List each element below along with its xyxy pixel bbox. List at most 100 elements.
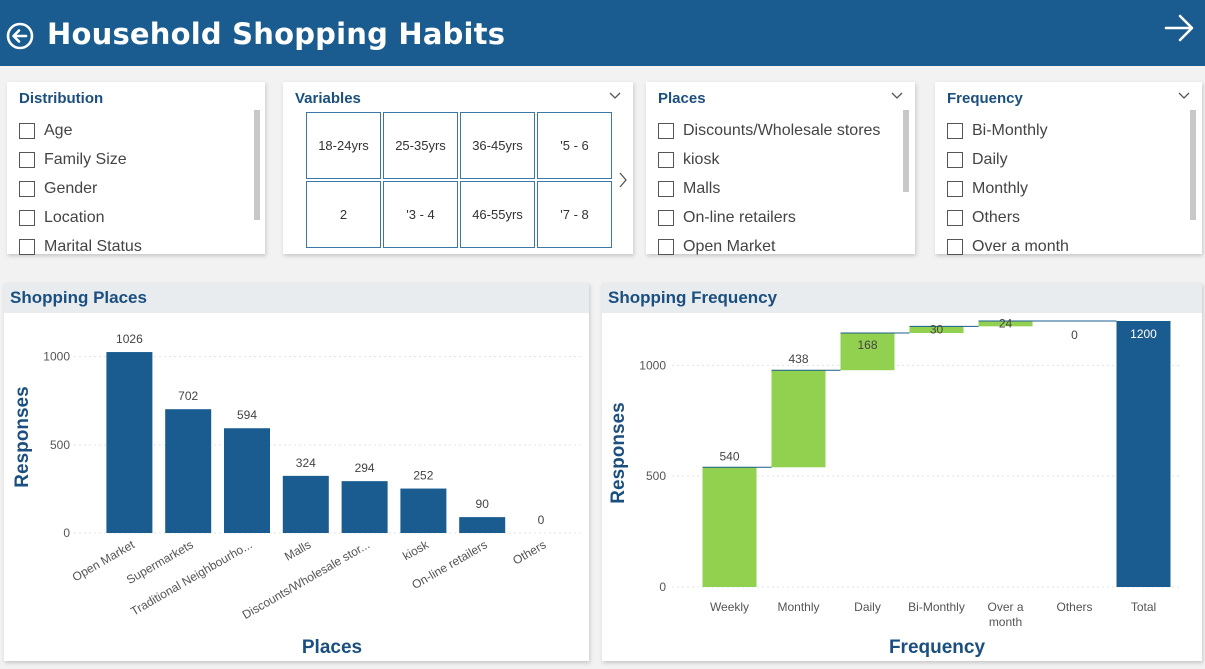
item-label: Bi-Monthly bbox=[972, 121, 1048, 139]
variable-tile[interactable]: 18-24yrs bbox=[306, 112, 381, 179]
checkbox[interactable] bbox=[947, 151, 963, 168]
places-slicer-title: Places bbox=[658, 90, 706, 107]
places-item[interactable]: Discounts/Wholesale stores bbox=[658, 116, 880, 145]
bar bbox=[400, 488, 447, 533]
data-label: 540 bbox=[719, 449, 739, 463]
x-tick-label: Over a bbox=[987, 600, 1023, 614]
x-tick-label: Malls bbox=[282, 537, 313, 563]
variable-tile[interactable]: '7 - 8 bbox=[537, 181, 612, 248]
x-tick-label: Weekly bbox=[710, 600, 749, 614]
data-label: 252 bbox=[413, 469, 433, 483]
item-label: Gender bbox=[44, 179, 98, 197]
waterfall-bar bbox=[702, 467, 757, 587]
variables-slicer-title: Variables bbox=[295, 90, 361, 107]
chevron-down-icon[interactable] bbox=[891, 92, 903, 100]
y-tick-label: 500 bbox=[50, 438, 70, 452]
distribution-item[interactable]: Age bbox=[19, 116, 142, 145]
data-label: 90 bbox=[476, 497, 490, 511]
frequency-item[interactable]: Daily bbox=[947, 145, 1069, 174]
places-item[interactable]: Malls bbox=[658, 174, 880, 203]
checkbox[interactable] bbox=[658, 238, 674, 255]
frequency-slicer: Frequency Bi-Monthly Daily Monthly Other… bbox=[935, 82, 1202, 255]
y-axis-title: Responses bbox=[12, 386, 33, 487]
checkbox[interactable] bbox=[19, 180, 35, 197]
distribution-item[interactable]: Family Size bbox=[19, 145, 142, 174]
variable-tile[interactable]: 36-45yrs bbox=[460, 112, 535, 179]
checkbox[interactable] bbox=[19, 238, 35, 255]
variables-slicer: Variables 18-24yrs 25-35yrs 36-45yrs '5 … bbox=[283, 82, 633, 254]
checkbox[interactable] bbox=[658, 209, 674, 226]
frequency-item[interactable]: Over a month bbox=[947, 232, 1069, 261]
x-tick-label: Bi-Monthly bbox=[908, 600, 965, 614]
bar bbox=[459, 517, 506, 533]
waterfall-bar bbox=[771, 370, 826, 468]
waterfall-bar bbox=[1116, 321, 1171, 587]
places-item[interactable]: On-line retailers bbox=[658, 203, 880, 232]
item-label: Over a month bbox=[972, 237, 1069, 255]
frequency-item[interactable]: Bi-Monthly bbox=[947, 116, 1069, 145]
checkbox[interactable] bbox=[658, 122, 674, 139]
checkbox[interactable] bbox=[658, 180, 674, 197]
chevron-right-icon[interactable] bbox=[618, 172, 628, 188]
checkbox[interactable] bbox=[19, 122, 35, 139]
data-label: 594 bbox=[237, 408, 257, 422]
scrollbar[interactable] bbox=[254, 110, 260, 220]
distribution-item[interactable]: Gender bbox=[19, 174, 142, 203]
scrollbar[interactable] bbox=[1190, 110, 1196, 220]
x-tick-label: Total bbox=[1131, 600, 1156, 614]
arrow-right-icon[interactable] bbox=[1164, 13, 1194, 43]
variable-tile[interactable]: 2 bbox=[306, 181, 381, 248]
bar bbox=[165, 409, 212, 533]
places-item[interactable]: Open Market bbox=[658, 232, 880, 261]
waterfall-bar bbox=[909, 326, 964, 333]
data-label: 30 bbox=[930, 323, 944, 337]
bar bbox=[341, 481, 388, 533]
chart-title: Shopping Places bbox=[10, 288, 147, 307]
y-tick-label: 0 bbox=[659, 580, 666, 594]
distribution-slicer: Distribution Age Family Size Gender Loca… bbox=[7, 82, 265, 255]
header-bar: Household Shopping Habits bbox=[0, 0, 1205, 66]
page-title: Household Shopping Habits bbox=[47, 17, 506, 51]
frequency-item[interactable]: Others bbox=[947, 203, 1069, 232]
item-label: kiosk bbox=[683, 150, 720, 168]
variable-tile[interactable]: '5 - 6 bbox=[537, 112, 612, 179]
distribution-slicer-title: Distribution bbox=[19, 90, 104, 107]
data-label: 438 bbox=[788, 352, 808, 366]
chart-header bbox=[602, 283, 1202, 313]
checkbox[interactable] bbox=[947, 180, 963, 197]
variable-tile[interactable]: '3 - 4 bbox=[383, 181, 458, 248]
variable-tile[interactable]: 25-35yrs bbox=[383, 112, 458, 179]
circle-arrow-left-icon[interactable] bbox=[6, 22, 34, 50]
frequency-item[interactable]: Monthly bbox=[947, 174, 1069, 203]
x-axis-title: Frequency bbox=[889, 637, 986, 658]
distribution-item[interactable]: Location bbox=[19, 203, 142, 232]
scrollbar[interactable] bbox=[903, 110, 909, 192]
y-tick-label: 0 bbox=[63, 526, 70, 540]
shopping-places-chart: Shopping Places 0 500 1000 1026 Open Market 7… bbox=[4, 283, 589, 661]
checkbox[interactable] bbox=[947, 122, 963, 139]
checkbox[interactable] bbox=[19, 151, 35, 168]
checkbox[interactable] bbox=[658, 151, 674, 168]
y-tick-label: 1000 bbox=[639, 358, 666, 372]
item-label: Discounts/Wholesale stores bbox=[683, 121, 881, 139]
bar bbox=[224, 428, 270, 533]
item-label: Monthly bbox=[972, 179, 1029, 197]
y-tick-label: 500 bbox=[646, 469, 666, 483]
places-slicer: Places Discounts/Wholesale stores kiosk … bbox=[646, 82, 915, 255]
data-label: 0 bbox=[1071, 328, 1078, 342]
checkbox[interactable] bbox=[947, 209, 963, 226]
item-label: Others bbox=[972, 208, 1021, 226]
distribution-item[interactable]: Marital Status bbox=[19, 232, 142, 261]
shopping-frequency-chart: Shopping Frequency 0 500 1000 540 Weekly 438 M… bbox=[602, 283, 1202, 661]
variable-tile[interactable]: 46-55yrs bbox=[460, 181, 535, 248]
item-label: On-line retailers bbox=[683, 208, 796, 226]
data-label: 324 bbox=[296, 456, 316, 470]
chevron-down-icon[interactable] bbox=[1178, 92, 1190, 100]
frequency-slicer-title: Frequency bbox=[947, 90, 1023, 107]
places-item[interactable]: kiosk bbox=[658, 145, 880, 174]
checkbox[interactable] bbox=[947, 238, 963, 255]
chevron-down-icon[interactable] bbox=[609, 92, 621, 100]
data-label: 168 bbox=[857, 338, 877, 352]
checkbox[interactable] bbox=[19, 209, 35, 226]
